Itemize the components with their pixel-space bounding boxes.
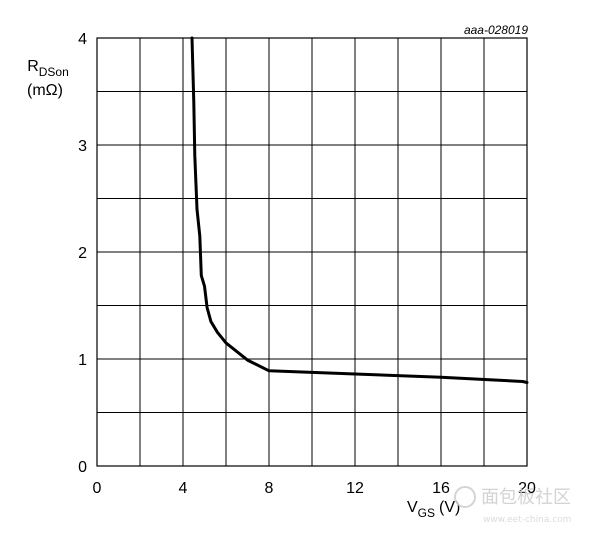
x-tick-label: 4 [179,480,188,497]
y-tick-label: 0 [78,459,87,476]
y-tick-label: 4 [78,31,87,48]
x-tick-label: 12 [346,480,364,497]
rdson-vs-vgs-curve [190,36,529,384]
x-axis-label: VGS (V) [407,499,460,520]
x-tick-label: 16 [432,480,450,497]
watermark-url: www.eet-china.com [483,515,571,525]
y-axis-unit: (mΩ) [27,82,63,99]
watermark-logo-icon [454,486,476,508]
x-tick-label: 20 [518,480,536,497]
plot-frame [96,37,528,467]
x-tick-label: 8 [265,480,274,497]
grid [97,38,527,466]
watermark-text: 面包板社区 [481,487,571,508]
x-tick-label: 0 [93,480,102,497]
watermark: 面包板社区 www.eet-china.com [454,486,571,525]
y-tick-label: 2 [78,245,87,262]
y-axis-label: RDSon [27,58,69,79]
figure-reference: aaa-028019 [464,23,528,37]
y-tick-label: 3 [78,138,87,155]
y-tick-label: 1 [78,352,87,369]
